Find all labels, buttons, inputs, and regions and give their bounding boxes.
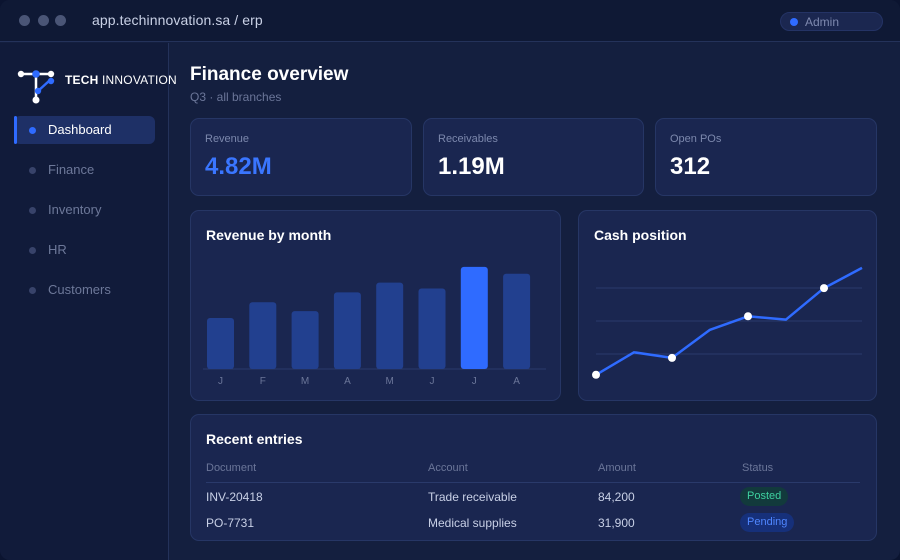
address-bar[interactable]: app.techinnovation.sa / erp — [92, 12, 263, 28]
sidebar-item-label: Dashboard — [48, 122, 112, 137]
status-badge: Pending — [740, 513, 795, 532]
hr-dot-icon — [29, 247, 36, 254]
page-subtitle: Q3 · all branches — [190, 90, 282, 104]
data-point-3 — [668, 353, 676, 362]
user-role-label: Admin — [805, 15, 840, 29]
page-title: Finance overview — [190, 64, 349, 85]
bar-8 — [503, 273, 531, 369]
x-tick-label: J — [430, 376, 435, 387]
cash-line-chart — [592, 266, 863, 379]
table-divider — [206, 482, 860, 483]
data-point-1 — [592, 370, 600, 379]
x-tick-label: J — [472, 376, 477, 387]
finance-dot-icon — [29, 167, 36, 174]
window-close-button[interactable] — [19, 15, 30, 26]
tech-innovation-logo-icon — [17, 70, 55, 104]
cash-series-line — [595, 266, 863, 376]
kpi-label: Revenue — [205, 133, 250, 145]
x-tick-label: M — [301, 376, 309, 387]
window-minimize-button[interactable] — [38, 15, 49, 26]
account-cell: Trade receivable — [428, 490, 517, 504]
bar-1 — [207, 317, 234, 369]
kpi-card-receivables[interactable]: Receivables 1.19M — [423, 118, 644, 196]
data-point-5 — [744, 312, 752, 321]
status-badge: Posted — [740, 487, 789, 506]
sidebar-item-hr[interactable]: HR — [14, 236, 155, 264]
dashboard-dot-icon — [29, 127, 36, 134]
sidebar: TECH INNOVATION Dashboard Finance Invent… — [0, 43, 177, 560]
bar-3 — [291, 311, 319, 369]
sidebar-item-customers[interactable]: Customers — [14, 276, 155, 304]
chart-title: Revenue by month — [206, 227, 332, 243]
bar-5 — [376, 282, 404, 369]
sidebar-item-inventory[interactable]: Inventory — [14, 196, 155, 224]
x-tick-label: F — [260, 376, 266, 387]
bar-6 — [418, 288, 446, 369]
account-cell: Medical supplies — [428, 516, 517, 530]
column-header-status[interactable]: Status — [742, 462, 774, 474]
cash-chart-card: Cash position — [578, 210, 877, 401]
window-maximize-button[interactable] — [55, 15, 66, 26]
kpi-value: 1.19M — [438, 153, 505, 180]
column-header-amount[interactable]: Amount — [598, 462, 636, 474]
sidebar-item-label: Customers — [48, 282, 111, 297]
data-point-7 — [820, 284, 828, 293]
bar-7 — [460, 266, 488, 369]
active-indicator — [14, 116, 17, 144]
table-title: Recent entries — [206, 431, 303, 447]
sidebar-item-finance[interactable]: Finance — [14, 156, 155, 184]
inventory-dot-icon — [29, 207, 36, 214]
column-header-document[interactable]: Document — [206, 462, 257, 474]
x-tick-label: M — [386, 376, 394, 387]
customers-dot-icon — [29, 287, 36, 294]
sidebar-item-label: HR — [48, 242, 67, 257]
user-menu-button[interactable]: Admin — [780, 12, 883, 31]
bar-2 — [249, 302, 277, 369]
status-dot-icon — [790, 18, 798, 26]
kpi-card-revenue[interactable]: Revenue 4.82M — [190, 118, 412, 196]
kpi-value: 4.82M — [205, 153, 272, 180]
x-tick-label: J — [218, 376, 223, 387]
x-tick-label: A — [344, 376, 351, 387]
document-cell: PO-7731 — [206, 516, 255, 530]
kpi-value: 312 — [670, 153, 711, 180]
amount-cell: 31,900 — [598, 516, 635, 530]
kpi-card-open-pos[interactable]: Open POs 312 — [655, 118, 877, 196]
amount-cell: 84,200 — [598, 490, 635, 504]
bar-4 — [333, 292, 361, 369]
sidebar-item-label: Finance — [48, 162, 95, 177]
title-bar: app.techinnovation.sa / erp Admin — [0, 0, 900, 42]
sidebar-item-dashboard[interactable]: Dashboard — [14, 116, 155, 144]
kpi-label: Receivables — [438, 133, 498, 145]
chart-title: Cash position — [594, 227, 687, 243]
sidebar-item-label: Inventory — [48, 202, 102, 217]
document-cell: INV-20418 — [206, 490, 263, 504]
revenue-chart-card: Revenue by month J F M A M J J A — [190, 210, 561, 401]
column-header-account[interactable]: Account — [428, 462, 468, 474]
kpi-label: Open POs — [670, 133, 722, 145]
brand-name: TECH INNOVATION — [65, 73, 177, 87]
x-tick-label: A — [513, 376, 520, 387]
